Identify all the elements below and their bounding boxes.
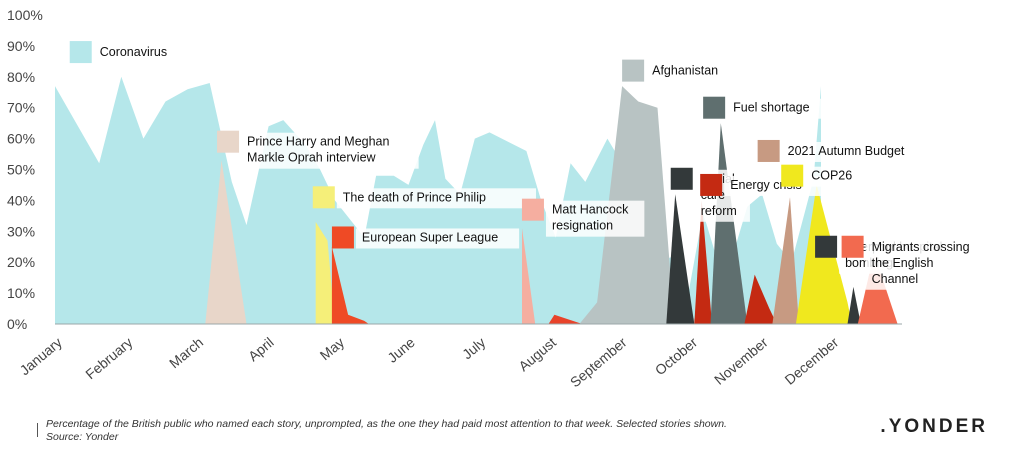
series-area [205,160,247,324]
y-tick-label: 30% [7,223,35,239]
x-tick-label: April [245,334,277,364]
legend-swatch [69,41,92,64]
legend-swatch [331,226,354,249]
series-area [522,228,536,324]
legend-swatch [703,96,726,119]
series-area [315,222,335,324]
brand-logo: .YONDER [880,416,988,437]
legend-swatch [841,235,864,258]
y-tick-label: 0% [7,316,27,332]
x-tick-label: August [515,334,559,374]
y-tick-label: 60% [7,131,35,147]
series-label: Prince Harry and Meghan [247,135,389,149]
label-background [355,228,520,249]
label-background [724,175,830,196]
footnote-source: Source: Yonder [46,431,119,443]
y-tick-label: 10% [7,285,35,301]
legend-swatch [217,130,240,153]
series-label: Migrants crossing [872,240,970,254]
label-background [646,61,738,82]
label-background [865,237,1001,290]
label-background [545,200,645,237]
y-tick-label: 50% [7,162,35,178]
series-label: European Super League [362,230,498,244]
series-label: Markle Oprah interview [247,151,376,165]
label-background [93,43,185,64]
y-tick-label: 20% [7,254,35,270]
label-background [727,98,833,119]
x-tick-label: July [459,334,488,362]
legend-swatch [781,164,804,187]
x-tick-label: March [166,334,206,371]
x-tick-label: May [317,334,348,363]
y-tick-label: 40% [7,192,35,208]
legend-swatch [521,198,544,221]
series-area [694,200,712,324]
series-label: Afghanistan [652,64,718,78]
legend-swatch [312,186,335,209]
footnote-line1: Percentage of the British public who nam… [46,418,727,430]
series-area [744,274,777,324]
legend-swatch [670,167,693,190]
series-label: Fuel shortage [733,101,809,115]
label-background [336,188,536,209]
legend-swatch [757,139,780,162]
x-tick-label: January [16,334,64,378]
x-tick-label: September [567,334,630,390]
series-label: 2021 Autumn Budget [788,144,905,158]
series-label: The death of Prince Philip [343,190,486,204]
series-label: resignation [552,219,613,233]
y-tick-label: 70% [7,100,35,116]
label-background [805,166,854,187]
x-tick-label: December [782,334,842,388]
legend-swatch [700,173,723,196]
series-label: Coronavirus [100,45,167,59]
series-area [772,197,799,324]
series-area [331,246,369,324]
chart-svg: 0% 10% 20% 30% 40% 50% 60% 70% 80% 90% 100% January… [7,7,1001,391]
series-area [548,314,583,324]
series-area [847,286,861,324]
series-label: reform [701,204,737,218]
series-area [666,194,695,324]
series-label: COP26 [811,169,852,183]
y-tick-label: 80% [7,69,35,85]
label-background [241,132,419,169]
x-tick-label: October [652,334,701,378]
legend-swatch [815,235,838,258]
series-label: the English [872,256,934,270]
series-area [710,123,748,324]
x-tick-label: November [711,334,771,388]
series-label: Matt Hancock [552,203,629,217]
legend-swatch [622,59,645,82]
series-label: Channel [872,272,919,286]
label-background [781,141,924,162]
y-tick-label: 100% [7,7,43,23]
y-tick-label: 90% [7,38,35,54]
x-tick-label: June [384,334,418,366]
footnote-rule [37,423,38,437]
footnote: Percentage of the British public who nam… [46,418,727,444]
x-tick-label: February [82,334,135,382]
